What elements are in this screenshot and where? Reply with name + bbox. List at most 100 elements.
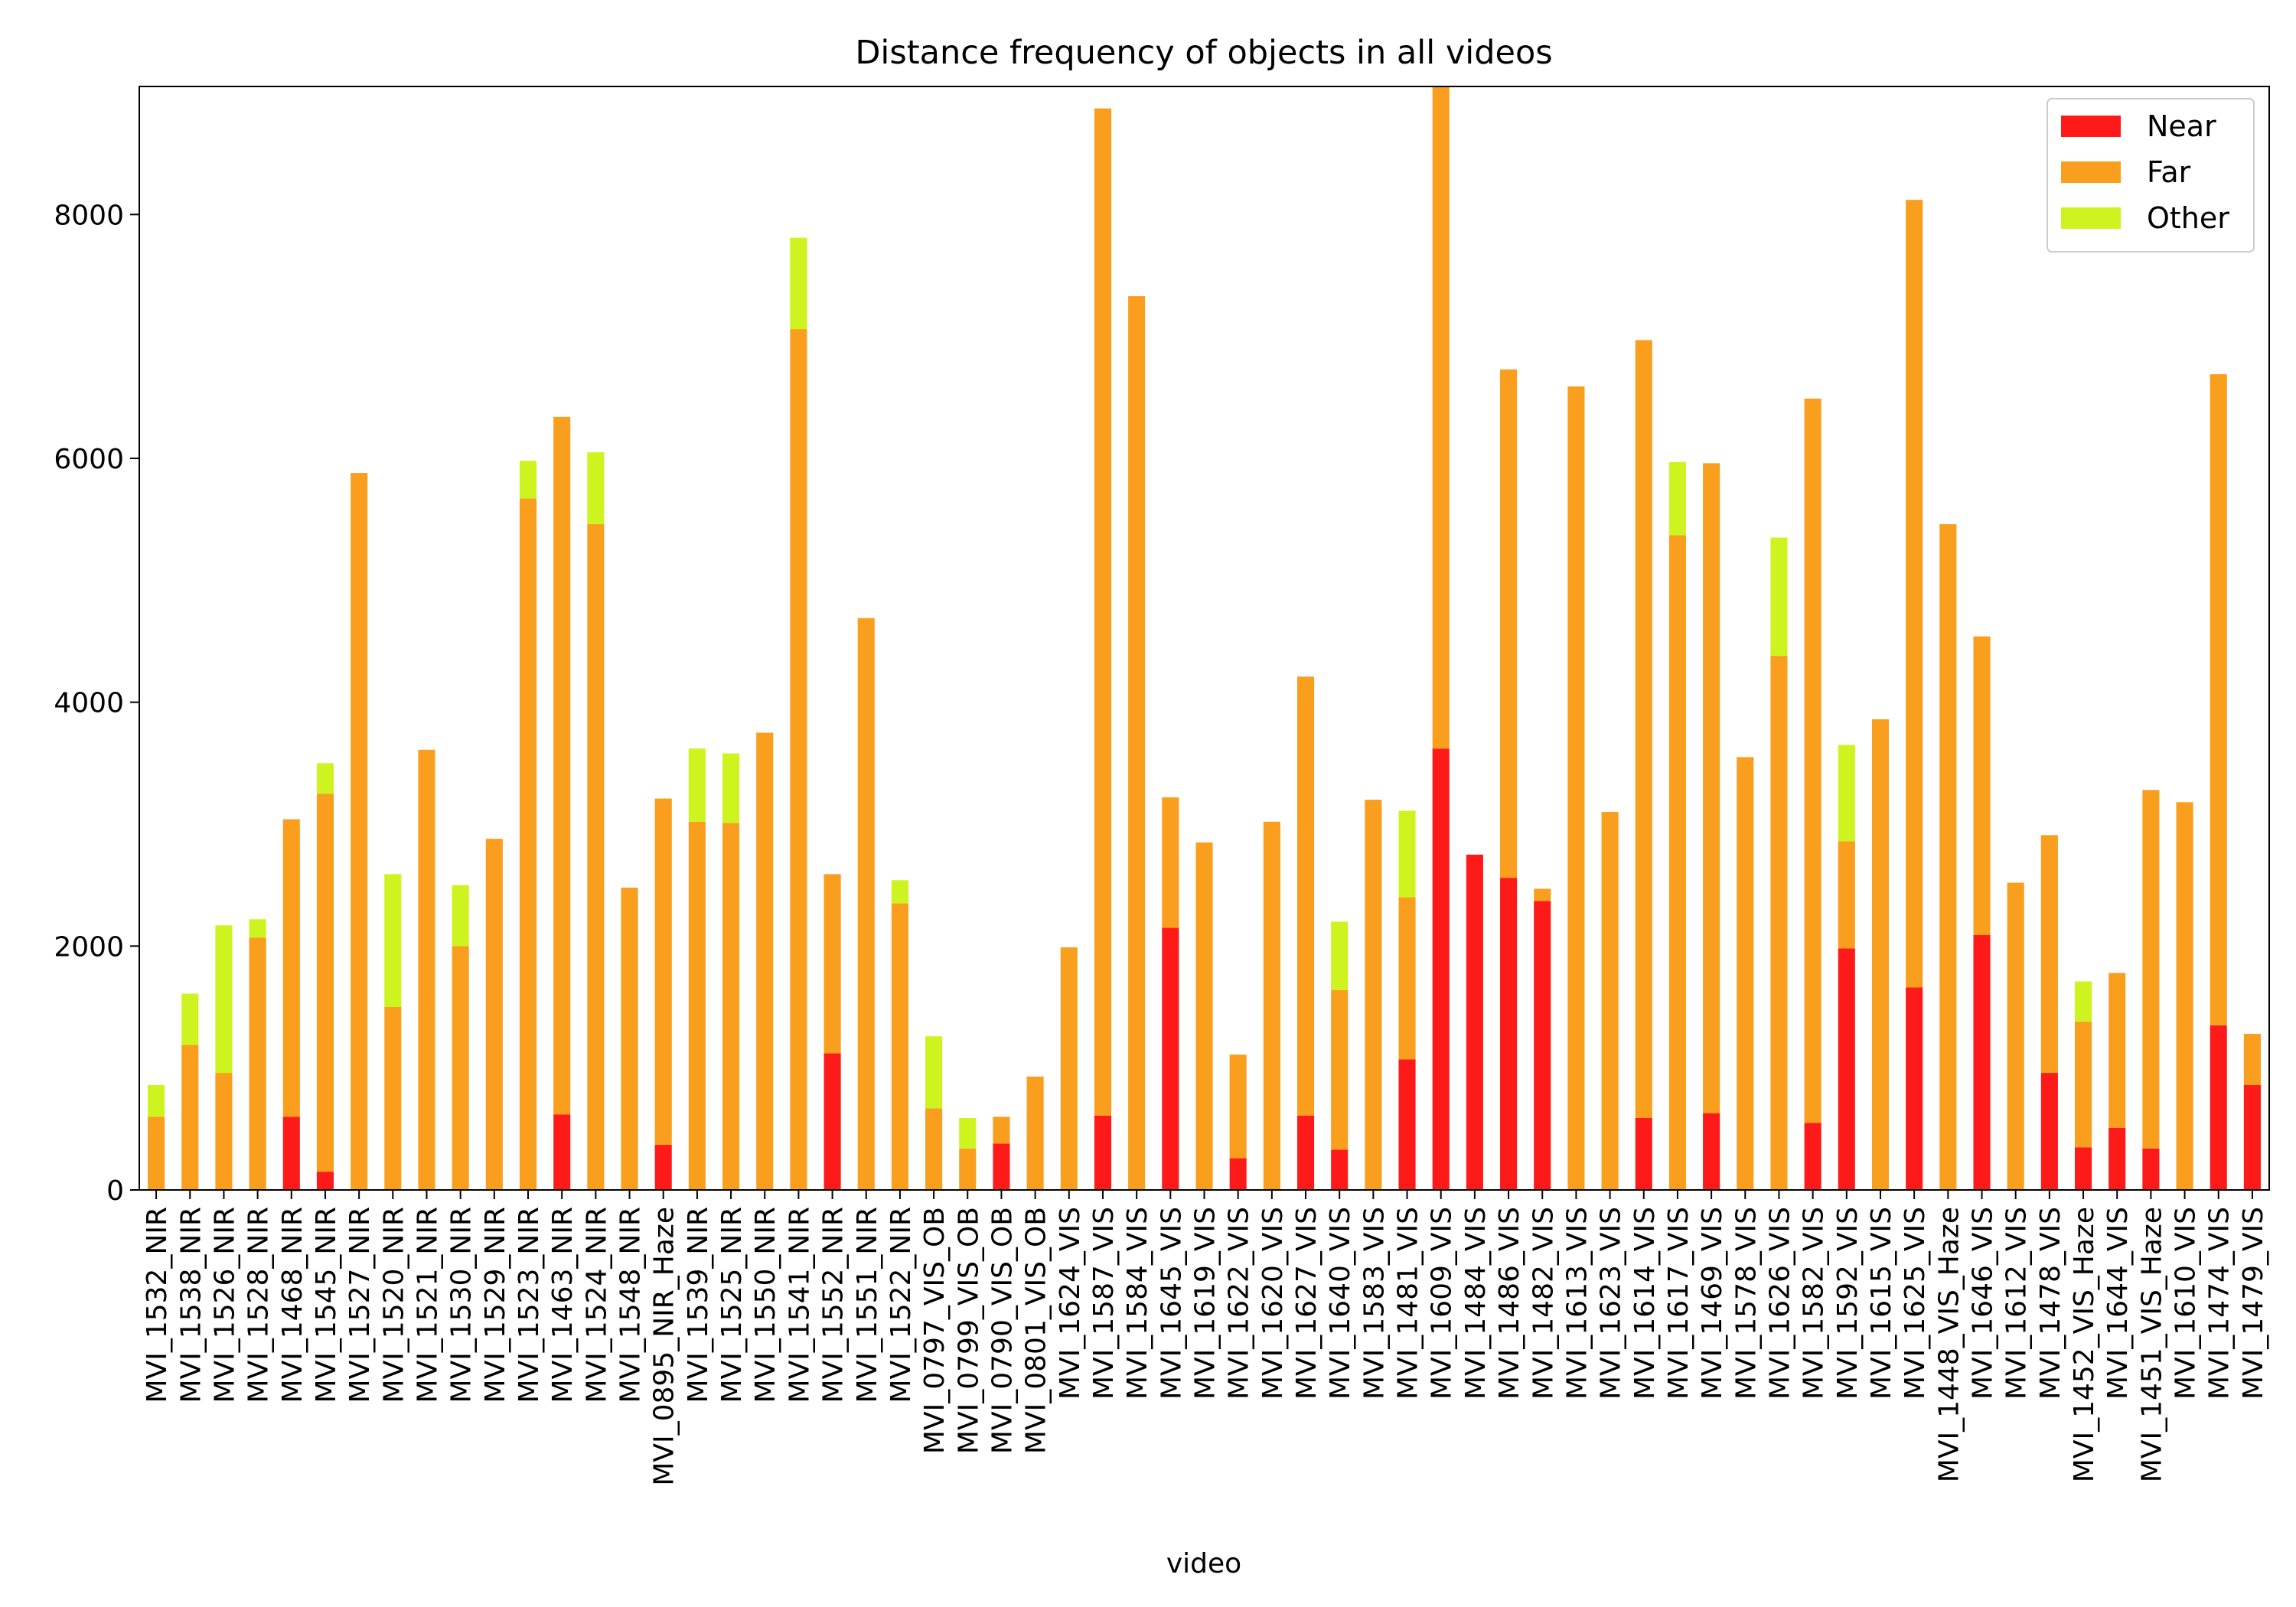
bar-far-MVI_1619_VIS: [1195, 842, 1213, 1190]
x-tick-label: MVI_1626_VIS: [1764, 1207, 1795, 1400]
x-tick-label: MVI_1582_VIS: [1799, 1207, 1830, 1400]
x-tick-label: MVI_1645_VIS: [1156, 1207, 1187, 1400]
x-tick-label: MVI_1617_VIS: [1663, 1207, 1694, 1400]
x-tick-label: MVI_1523_NIR: [514, 1207, 545, 1403]
bar-other-MVI_1452_VIS_Haze: [2075, 981, 2092, 1022]
x-tick-label: MVI_1474_VIS: [2204, 1207, 2236, 1400]
bar-near-MVI_1545_NIR: [316, 1172, 334, 1190]
x-tick-label: MVI_1615_VIS: [1866, 1207, 1897, 1400]
bar-far-MVI_1625_VIS: [1906, 200, 1923, 988]
x-tick-label: MVI_1528_NIR: [243, 1207, 275, 1403]
bar-far-MVI_1550_NIR: [756, 732, 774, 1190]
x-tick-label: MVI_1587_VIS: [1088, 1207, 1120, 1400]
bar-near-MVI_1469_VIS: [1703, 1113, 1720, 1190]
bar-far-MVI_1468_NIR: [282, 819, 300, 1117]
bar-far-MVI_1609_VIS: [1432, 86, 1450, 749]
bar-far-MVI_1521_NIR: [418, 749, 435, 1190]
bar-near-MVI_1627_VIS: [1296, 1115, 1315, 1190]
x-tick-label: MVI_1448_VIS_Haze: [1933, 1207, 1965, 1482]
bar-far-MVI_1463_NIR: [553, 416, 571, 1115]
x-tick-label: MVI_0895_NIR_Haze: [649, 1207, 680, 1486]
bar-far-MVI_1578_VIS: [1737, 757, 1754, 1190]
x-tick-label: MVI_1644_VIS: [2102, 1207, 2134, 1400]
bar-other-MVI_1526_NIR: [215, 925, 233, 1074]
x-tick-label: MVI_1592_VIS: [1832, 1207, 1864, 1400]
x-tick-label: MVI_1538_NIR: [175, 1207, 207, 1403]
legend-label-other: Other: [2147, 201, 2229, 235]
bar-far-MVI_1548_NIR: [621, 887, 638, 1190]
bar-far-MVI_1539_NIR: [688, 821, 706, 1190]
x-tick-label: MVI_1481_VIS: [1393, 1207, 1424, 1400]
x-tick-label: MVI_1527_NIR: [344, 1207, 376, 1403]
bar-other-MVI_1539_NIR: [688, 748, 706, 822]
bar-near-MVI_0790_VIS_OB: [993, 1143, 1010, 1190]
bar-far-MVI_1478_VIS: [2040, 835, 2058, 1074]
bar-far-MVI_1617_VIS: [1668, 535, 1686, 1190]
x-tick-label: MVI_0801_VIS_OB: [1021, 1207, 1052, 1454]
bar-other-MVI_1532_NIR: [148, 1084, 165, 1117]
bar-near-MVI_1592_VIS: [1838, 948, 1855, 1190]
x-tick-label: MVI_1551_NIR: [852, 1207, 883, 1403]
x-tick-label: MVI_1646_VIS: [1968, 1207, 1999, 1400]
bar-near-MVI_1582_VIS: [1804, 1123, 1821, 1190]
x-tick-label: MVI_0799_VIS_OB: [953, 1207, 984, 1454]
bar-far-MVI_1523_NIR: [519, 498, 537, 1190]
y-tick-label: 2000: [54, 931, 124, 963]
bar-far-MVI_1520_NIR: [384, 1006, 402, 1190]
bars-layer: [148, 86, 2261, 1191]
x-axis-title: video: [1166, 1548, 1241, 1579]
bar-far-MVI_1448_VIS_Haze: [1939, 524, 1957, 1190]
x-tick-label: MVI_1451_VIS_Haze: [2136, 1207, 2167, 1482]
bar-far-MVI_1626_VIS: [1770, 656, 1788, 1190]
bar-far-MVI_0799_VIS_OB: [959, 1148, 977, 1190]
bar-near-MVI_1587_VIS: [1094, 1115, 1112, 1190]
x-tick-label: MVI_1548_NIR: [615, 1207, 647, 1403]
bar-other-MVI_1617_VIS: [1668, 461, 1686, 536]
x-tick-label: MVI_1463_NIR: [547, 1207, 579, 1403]
bar-far-MVI_1532_NIR: [148, 1116, 165, 1190]
bar-near-MVI_1479_VIS: [2243, 1084, 2261, 1190]
bar-near-MVI_1478_VIS: [2040, 1073, 2058, 1190]
bar-near-MVI_1482_VIS: [1534, 901, 1551, 1190]
x-tick-label: MVI_1478_VIS: [2035, 1207, 2066, 1400]
x-tick-label: MVI_1526_NIR: [209, 1207, 240, 1403]
bar-far-MVI_1479_VIS: [2243, 1034, 2261, 1085]
bar-far-MVI_1538_NIR: [181, 1045, 199, 1190]
bar-near-MVI_1646_VIS: [1973, 934, 1991, 1190]
bar-other-MVI_1481_VIS: [1398, 810, 1416, 898]
x-tick-label: MVI_1584_VIS: [1122, 1207, 1153, 1400]
x-tick-label: MVI_1521_NIR: [412, 1207, 443, 1403]
bar-other-MVI_0797_VIS_OB: [925, 1036, 943, 1109]
bar-near-MVI_1609_VIS: [1432, 748, 1450, 1190]
bar-far-MVI_0801_VIS_OB: [1026, 1076, 1044, 1190]
bar-far-MVI_1482_VIS: [1534, 888, 1551, 901]
x-tick-label: MVI_1486_VIS: [1494, 1207, 1525, 1400]
x-tick-label: MVI_1529_NIR: [480, 1207, 511, 1403]
bar-near-MVI_1452_VIS_Haze: [2075, 1147, 2092, 1190]
y-tick-label: 6000: [54, 444, 124, 475]
bar-near-MVI_1622_VIS: [1229, 1158, 1247, 1190]
x-tick-label: MVI_0790_VIS_OB: [987, 1207, 1018, 1454]
bar-near-MVI_1644_VIS: [2108, 1127, 2126, 1190]
bar-far-MVI_1610_VIS: [2176, 802, 2193, 1190]
bar-far-MVI_1622_VIS: [1229, 1054, 1247, 1159]
bar-near-MVI_1625_VIS: [1906, 987, 1923, 1190]
bar-other-MVI_1541_NIR: [790, 237, 807, 330]
y-tick-label: 0: [106, 1175, 124, 1207]
bar-far-MVI_0790_VIS_OB: [993, 1116, 1010, 1144]
bar-other-MVI_1520_NIR: [384, 874, 402, 1007]
bar-other-MVI_1522_NIR: [891, 880, 908, 904]
x-tick-label: MVI_1522_NIR: [885, 1207, 917, 1403]
bar-far-MVI_1592_VIS: [1838, 841, 1855, 949]
bar-near-MVI_1484_VIS: [1466, 854, 1483, 1190]
x-tick-label: MVI_1532_NIR: [142, 1207, 173, 1403]
bar-far-MVI_1524_NIR: [587, 524, 605, 1190]
x-tick-label: MVI_1479_VIS: [2238, 1207, 2269, 1400]
bar-near-MVI_1614_VIS: [1635, 1117, 1652, 1190]
x-tick-label: MVI_1545_NIR: [311, 1207, 342, 1403]
bar-near-MVI_1463_NIR: [553, 1114, 571, 1190]
bar-far-MVI_1526_NIR: [215, 1073, 233, 1190]
bar-other-MVI_1592_VIS: [1838, 745, 1855, 842]
x-tick-label: MVI_1610_VIS: [2170, 1207, 2202, 1400]
bar-other-MVI_1523_NIR: [519, 461, 537, 499]
